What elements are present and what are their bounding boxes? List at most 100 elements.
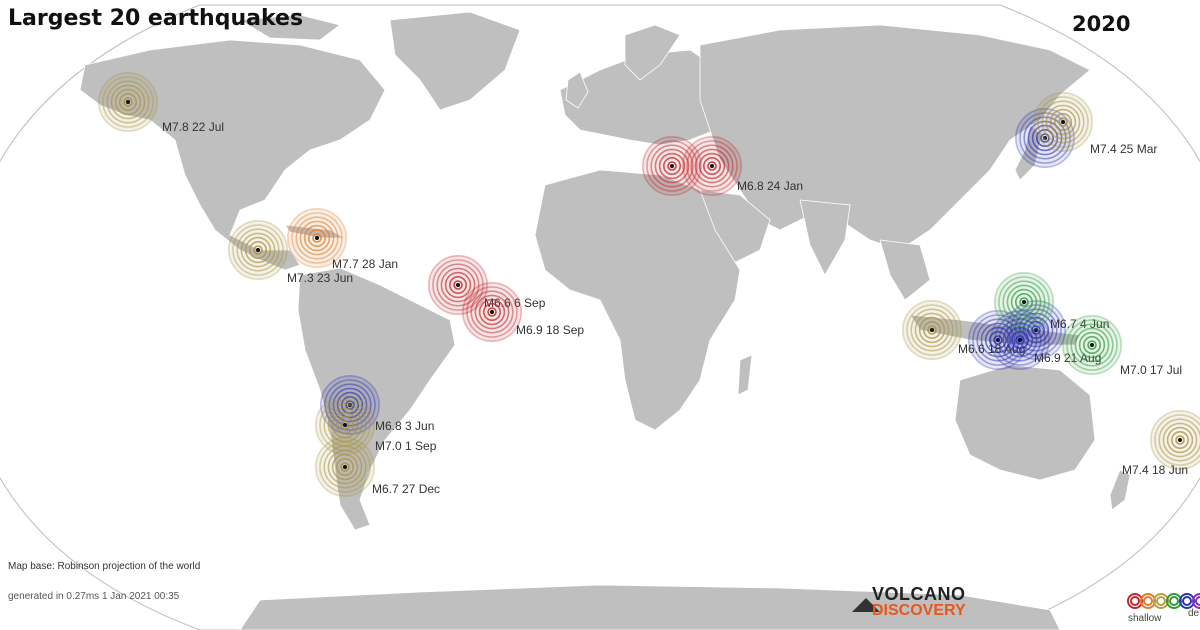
quake-marker-chile-n[interactable] (319, 374, 380, 435)
quake-marker-turkey-ring (707, 161, 717, 171)
quake-marker-atlantic2[interactable] (461, 281, 522, 342)
uk-shape (565, 71, 589, 109)
quake-marker-indonesia-w-ring (910, 308, 954, 352)
quake-marker-atlantic1[interactable] (427, 255, 488, 316)
quake-marker-png-ring (1083, 335, 1102, 354)
caribbean-shape (284, 224, 346, 239)
quake-marker-kermadec[interactable] (1150, 410, 1200, 470)
quake-marker-chile-s-epicenter (343, 465, 347, 469)
quake-marker-indonesia-w-ring (914, 312, 950, 348)
quake-marker-chile-n-ring (336, 391, 364, 419)
legend-swatch-ring (1182, 596, 1192, 606)
legend-swatch-ring (1192, 593, 1200, 609)
quake-label-kermadec: M7.4 18 Jun (1122, 463, 1188, 477)
banda-marker-3-epicenter (1034, 328, 1038, 332)
quake-marker-turkey[interactable] (681, 136, 742, 197)
quake-marker-oaxaca[interactable] (228, 220, 289, 281)
quake-marker-cuba-ring (295, 216, 339, 260)
kuril-marker-2-epicenter (1043, 136, 1047, 140)
turkey-marker-2-ring (662, 157, 681, 176)
quake-marker-chile-s-ring (327, 449, 363, 485)
quake-marker-banda-ring (1006, 326, 1034, 354)
quake-marker-kermadec-ring (1171, 430, 1190, 449)
quake-marker-banda-epicenter (1018, 338, 1022, 342)
volcano-discovery-logo[interactable]: VOLCANO DISCOVERY (852, 584, 1002, 624)
quake-marker-png-ring (1070, 323, 1114, 367)
quake-marker-cuba-ring (299, 220, 335, 256)
quake-marker-kuril-ring (1045, 104, 1081, 140)
quake-marker-cuba[interactable] (286, 208, 347, 269)
quake-marker-chile-c-ring (331, 411, 359, 439)
quake-marker-turkey-ring (702, 157, 721, 176)
quake-marker-banda-ring (998, 318, 1042, 362)
volcano-icon (852, 598, 880, 612)
quake-marker-kermadec-ring (1154, 414, 1200, 466)
quake-marker-atlantic2-ring (466, 286, 518, 338)
quake-marker-chile-c-ring (323, 403, 367, 447)
quake-marker-turkey-ring (686, 140, 738, 192)
kuril-marker-2-ring (1036, 129, 1055, 148)
quake-marker-atlantic1-ring (432, 259, 484, 311)
kuril-marker-2-ring (1040, 133, 1050, 143)
quake-marker-chile-s-ring (335, 457, 354, 476)
quake-marker-indonesia-w[interactable] (901, 299, 962, 360)
quake-marker-cuba-ring (291, 212, 343, 264)
quake-marker-oaxaca-ring (253, 245, 263, 255)
quake-marker-kermadec-ring (1166, 426, 1194, 454)
turkey-marker-2-epicenter (670, 164, 674, 168)
quake-marker-banda-ring (1010, 330, 1029, 349)
banda-marker-2-ring (984, 326, 1012, 354)
quake-marker-oaxaca-ring (244, 236, 272, 264)
turkey-marker-2-ring (646, 140, 698, 192)
quake-label-atlantic2: M6.9 18 Sep (516, 323, 584, 337)
banda-marker-2-ring (980, 322, 1016, 358)
quake-marker-png-ring (1087, 340, 1097, 350)
quake-marker-kuril[interactable] (1033, 92, 1094, 153)
quake-marker-atlantic1-ring (444, 271, 472, 299)
legend-shallow-label: shallow (1128, 613, 1162, 624)
quake-marker-chile-s-ring (319, 441, 371, 493)
quake-marker-alaska-ring (106, 80, 150, 124)
turkey-marker-2-ring (650, 144, 694, 188)
quake-marker-cuba-ring (303, 224, 331, 252)
quake-marker-atlantic2-ring (478, 298, 506, 326)
turkey-marker-2[interactable] (641, 136, 702, 197)
quake-marker-molucca-epicenter (1022, 300, 1026, 304)
quake-marker-kuril-epicenter (1061, 120, 1065, 124)
banda-marker-2-epicenter (996, 338, 1000, 342)
quake-marker-turkey-ring (690, 144, 734, 188)
quake-marker-cuba-epicenter (315, 236, 319, 240)
quake-marker-chile-n-ring (328, 383, 372, 427)
turkey-marker-2-ring (658, 152, 686, 180)
quake-marker-molucca-ring (1006, 284, 1042, 320)
quake-marker-banda[interactable] (989, 309, 1050, 370)
quake-marker-chile-n-ring (324, 379, 376, 431)
quake-marker-atlantic2-ring (487, 307, 497, 317)
quake-marker-chile-c-ring (335, 415, 354, 434)
quake-marker-kermadec-epicenter (1178, 438, 1182, 442)
quake-label-molucca: M6.7 4 Jun (1050, 317, 1109, 331)
quake-marker-molucca[interactable] (993, 271, 1054, 332)
arctic-islands-shape (238, 14, 341, 41)
quake-marker-chile-c-ring (327, 407, 363, 443)
quake-marker-kermadec-ring (1162, 422, 1198, 458)
quake-marker-atlantic2-epicenter (490, 310, 494, 314)
map-title: Largest 20 earthquakes (8, 6, 304, 31)
quake-marker-alaska-ring (119, 93, 138, 112)
quake-marker-png[interactable] (1062, 314, 1123, 375)
quake-marker-oaxaca-ring (249, 241, 268, 260)
quake-marker-molucca-ring (1019, 297, 1029, 307)
quake-marker-chile-s[interactable] (314, 436, 375, 497)
asia-shape (699, 24, 1091, 251)
se-asia-shape (879, 239, 931, 301)
quake-marker-alaska[interactable] (98, 72, 159, 133)
banda-marker-2-ring (988, 330, 1007, 349)
quake-marker-png-ring (1066, 319, 1118, 371)
kuril-marker-2-ring (1019, 112, 1071, 164)
quake-label-png: M7.0 17 Jul (1120, 363, 1182, 377)
quake-marker-banda-ring (1002, 322, 1038, 358)
antarctica-shape (239, 584, 1061, 630)
